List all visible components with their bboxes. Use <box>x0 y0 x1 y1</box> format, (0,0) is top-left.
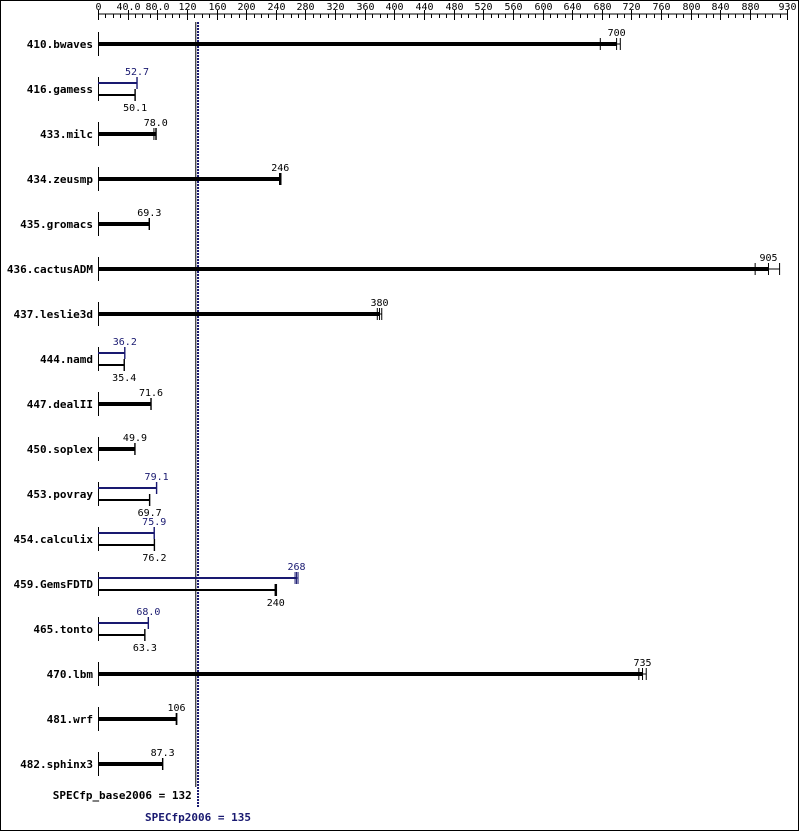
base-value-label: 380 <box>370 298 388 309</box>
peak-value-label: 75.9 <box>142 517 166 528</box>
base-value-label: 240 <box>267 598 285 609</box>
peak-value-label: 36.2 <box>113 337 137 348</box>
base-value-label: 69.7 <box>138 508 162 519</box>
x-tick-label: 360 <box>356 2 374 13</box>
peak-score-label: SPECfp2006 = 135 <box>145 811 251 824</box>
x-tick-label: 640 <box>563 2 581 13</box>
base-value-label: 87.3 <box>151 748 175 759</box>
benchmark-row: 435.gromacs 69.3 <box>20 208 161 236</box>
x-tick-label: 40.0 <box>116 2 140 13</box>
base-value-label: 78.0 <box>144 118 168 129</box>
benchmark-label: 435.gromacs <box>20 218 93 231</box>
peak-value-label: 68.0 <box>136 607 160 618</box>
x-tick-label: 440 <box>415 2 433 13</box>
benchmark-label: 447.dealII <box>27 398 93 411</box>
benchmark-row: 465.tonto 68.0 63.3 <box>33 607 160 654</box>
base-value-label: 905 <box>759 253 777 264</box>
x-tick-label: 840 <box>711 2 729 13</box>
benchmark-label: 470.lbm <box>47 668 94 681</box>
x-tick-label: 280 <box>296 2 314 13</box>
benchmark-label: 481.wrf <box>47 713 93 726</box>
x-tick-label: 680 <box>593 2 611 13</box>
x-tick-label: 600 <box>534 2 552 13</box>
base-score-label: SPECfp_base2006 = 132 <box>53 789 192 802</box>
benchmark-row: 482.sphinx3 87.3 <box>20 748 175 776</box>
base-value-label: 63.3 <box>133 643 157 654</box>
base-value-label: 76.2 <box>142 553 166 564</box>
peak-value-label: 79.1 <box>145 472 169 483</box>
benchmark-row: 416.gamess 52.7 50.1 <box>27 67 149 114</box>
peak-value-label: 52.7 <box>125 67 149 78</box>
x-tick-label: 760 <box>652 2 670 13</box>
benchmark-row: 447.dealII 71.6 <box>27 388 163 416</box>
benchmark-label: 454.calculix <box>14 533 94 546</box>
peak-value-label: 268 <box>288 562 306 573</box>
base-value-label: 106 <box>167 703 185 714</box>
reference-lines <box>195 22 200 808</box>
x-tick-label: 720 <box>622 2 640 13</box>
benchmark-row: 450.soplex 49.9 <box>27 433 147 461</box>
benchmark-label: 459.GemsFDTD <box>14 578 94 591</box>
base-value-label: 50.1 <box>123 103 147 114</box>
x-tick-label: 240 <box>267 2 285 13</box>
x-tick-label: 80.0 <box>145 2 169 13</box>
benchmark-label: 453.povray <box>27 488 94 501</box>
benchmark-label: 416.gamess <box>27 83 93 96</box>
benchmark-bars: 410.bwaves 700 416.gamess 52.7 50.1 433.milc 7… <box>7 28 781 776</box>
benchmark-label: 465.tonto <box>33 623 93 636</box>
benchmark-row: 470.lbm 735 <box>47 658 652 686</box>
benchmark-row: 433.milc 78.0 <box>40 118 168 146</box>
benchmark-row: 410.bwaves 700 <box>27 28 626 56</box>
base-value-label: 71.6 <box>139 388 163 399</box>
x-tick-label: 120 <box>178 2 196 13</box>
base-value-label: 246 <box>271 163 289 174</box>
benchmark-row: 459.GemsFDTD 268 240 <box>14 562 306 609</box>
base-value-label: 700 <box>608 28 626 39</box>
x-axis: 0 40.0 80.0 120 160 200 240 280 320 360 400 440 480 5… <box>95 2 797 20</box>
benchmark-row: 453.povray 79.1 69.7 <box>27 472 169 519</box>
x-tick-label: 880 <box>741 2 759 13</box>
x-tick-label: 480 <box>445 2 463 13</box>
x-tick-label: 200 <box>237 2 255 13</box>
x-tick-label: 560 <box>504 2 522 13</box>
benchmark-row: 481.wrf 106 <box>47 703 186 731</box>
benchmark-label: 444.namd <box>40 353 93 366</box>
x-tick-label: 320 <box>326 2 344 13</box>
base-value-label: 49.9 <box>123 433 147 444</box>
x-tick-label: 520 <box>474 2 492 13</box>
x-tick-label: 400 <box>385 2 403 13</box>
x-tick-label: 0 <box>95 2 101 13</box>
benchmark-row: 444.namd 36.2 35.4 <box>40 337 137 384</box>
x-tick-label: 160 <box>208 2 226 13</box>
benchmark-label: 434.zeusmp <box>27 173 94 186</box>
base-value-label: 735 <box>634 658 652 669</box>
x-tick-label: 800 <box>682 2 700 13</box>
benchmark-label: 433.milc <box>40 128 93 141</box>
benchmark-row: 454.calculix 75.9 76.2 <box>14 517 167 564</box>
benchmark-row: 437.leslie3d 380 <box>14 298 389 326</box>
benchmark-row: 434.zeusmp 246 <box>27 163 289 191</box>
benchmark-label: 482.sphinx3 <box>20 758 93 771</box>
summary-labels: SPECfp_base2006 = 132 SPECfp2006 = 135 <box>53 789 251 824</box>
benchmark-label: 436.cactusADM <box>7 263 93 276</box>
x-tick-label: 930 <box>778 2 796 13</box>
benchmark-label: 450.soplex <box>27 443 94 456</box>
benchmark-label: 410.bwaves <box>27 38 93 51</box>
benchmark-row: 436.cactusADM 905 <box>7 253 781 281</box>
base-value-label: 69.3 <box>137 208 161 219</box>
base-value-label: 35.4 <box>112 373 136 384</box>
benchmark-label: 437.leslie3d <box>14 308 93 321</box>
